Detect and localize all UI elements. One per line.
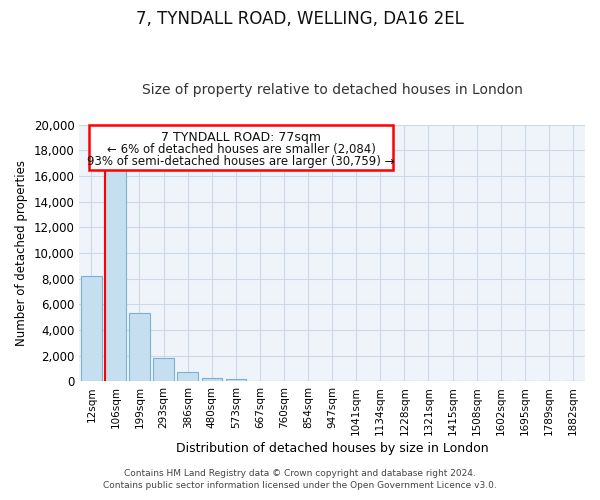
Text: Contains HM Land Registry data © Crown copyright and database right 2024.
Contai: Contains HM Land Registry data © Crown c… — [103, 468, 497, 490]
X-axis label: Distribution of detached houses by size in London: Distribution of detached houses by size … — [176, 442, 488, 455]
Bar — [81, 276, 101, 382]
FancyBboxPatch shape — [89, 124, 393, 170]
Bar — [105, 170, 125, 382]
Title: Size of property relative to detached houses in London: Size of property relative to detached ho… — [142, 83, 523, 97]
Bar — [178, 372, 198, 382]
Text: ← 6% of detached houses are smaller (2,084): ← 6% of detached houses are smaller (2,0… — [107, 143, 376, 156]
Bar — [226, 379, 246, 382]
Y-axis label: Number of detached properties: Number of detached properties — [15, 160, 28, 346]
Bar — [129, 314, 150, 382]
Bar — [154, 358, 174, 382]
Text: 7 TYNDALL ROAD: 77sqm: 7 TYNDALL ROAD: 77sqm — [161, 131, 321, 144]
Text: 7, TYNDALL ROAD, WELLING, DA16 2EL: 7, TYNDALL ROAD, WELLING, DA16 2EL — [136, 10, 464, 28]
Bar — [202, 378, 222, 382]
Text: 93% of semi-detached houses are larger (30,759) →: 93% of semi-detached houses are larger (… — [88, 155, 395, 168]
